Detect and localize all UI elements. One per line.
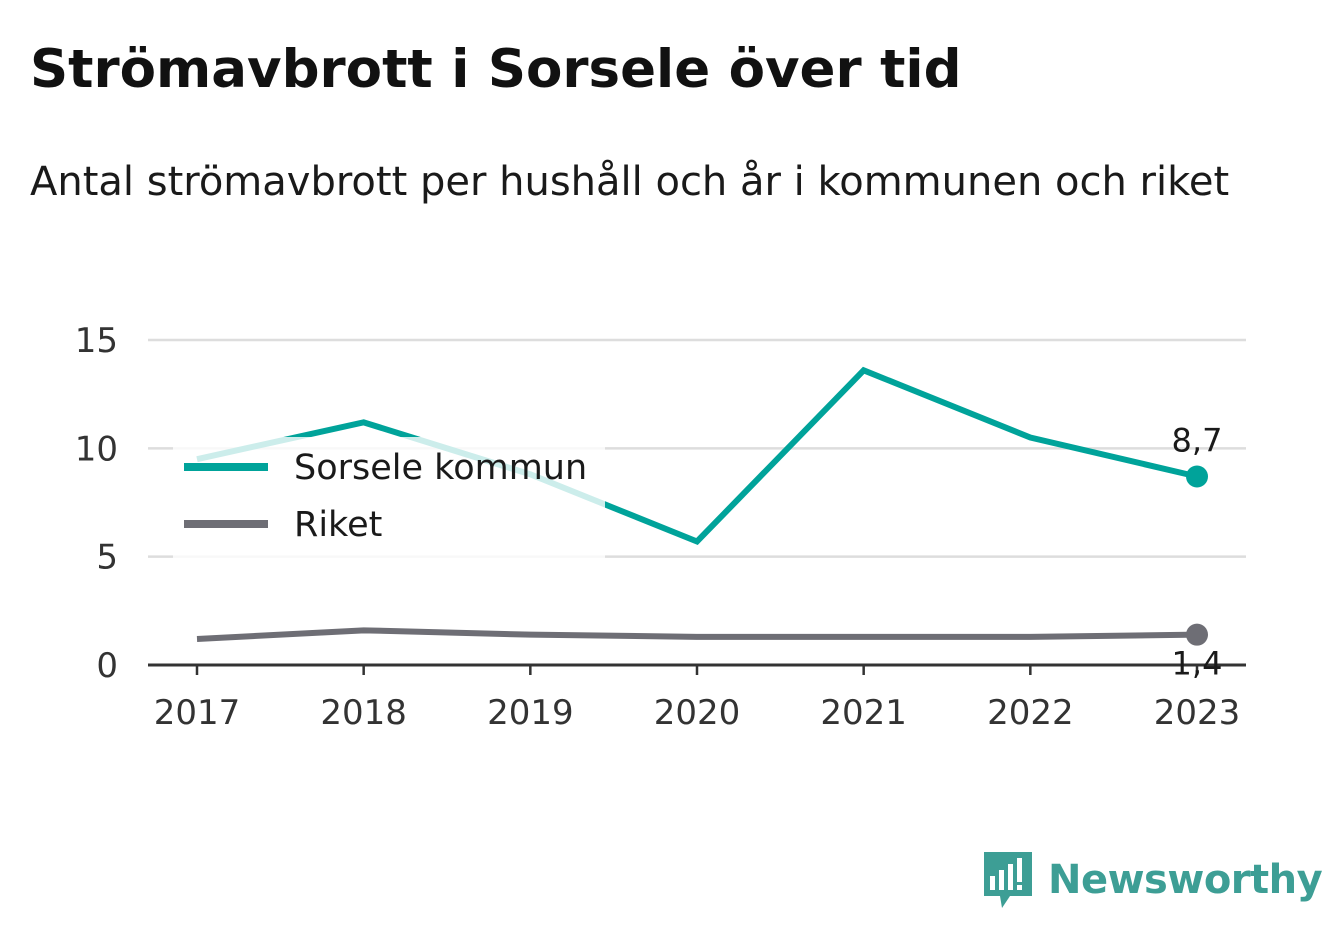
legend: Sorsele kommun Riket xyxy=(173,437,605,559)
y-tick-label: 10 xyxy=(75,429,118,469)
newsworthy-logo-icon xyxy=(984,852,1032,908)
value-labels: 8,7 1,4 xyxy=(1172,422,1223,683)
series-end-marker-1 xyxy=(1186,623,1208,646)
x-tick-label: 2020 xyxy=(654,693,741,733)
series-end-label-1: 1,4 xyxy=(1172,645,1223,683)
x-tick-label: 2023 xyxy=(1154,693,1241,733)
y-tick-label: 15 xyxy=(75,321,118,361)
brand-name: Newsworthy xyxy=(1048,857,1322,903)
legend-box xyxy=(173,437,605,559)
x-tick-label: 2019 xyxy=(487,693,574,733)
chart-title: Strömavbrott i Sorsele över tid xyxy=(30,39,962,100)
chart-subtitle: Antal strömavbrott per hushåll och år i … xyxy=(30,159,1230,205)
y-tick-label: 0 xyxy=(96,646,118,686)
x-tick-label: 2022 xyxy=(987,693,1074,733)
series xyxy=(196,366,1208,646)
x-tick-label: 2018 xyxy=(320,693,407,733)
x-tick-label: 2021 xyxy=(820,693,907,733)
series-end-label-0: 8,7 xyxy=(1172,422,1223,460)
series-end-marker-0 xyxy=(1186,465,1208,488)
brand-logo: Newsworthy xyxy=(980,850,1322,910)
legend-label-1: Riket xyxy=(294,505,382,545)
y-tick-label: 5 xyxy=(96,538,118,578)
legend-label-0: Sorsele kommun xyxy=(294,448,587,488)
series-line-1 xyxy=(196,627,1198,642)
x-tick-label: 2017 xyxy=(154,693,241,733)
axes: 0 5 10 15 2017 2018 2019 2020 2021 2022 2023 xyxy=(75,321,1246,733)
series-line-0 xyxy=(196,366,1198,546)
